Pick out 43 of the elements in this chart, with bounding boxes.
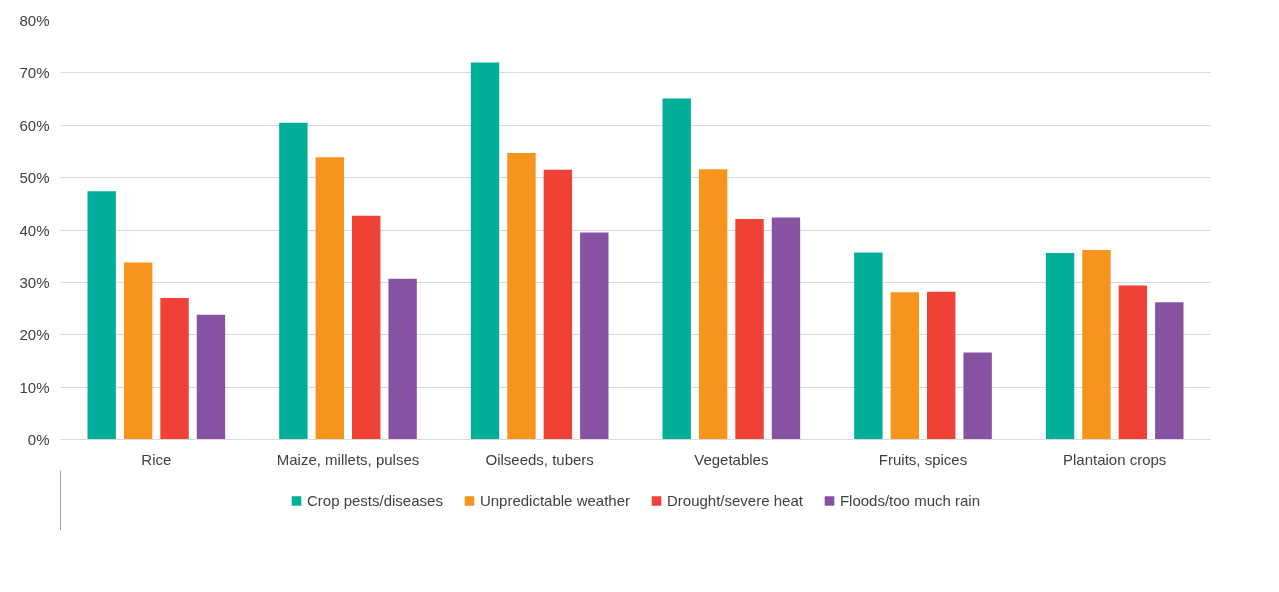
bar <box>662 98 691 440</box>
legend-label: Crop pests/diseases <box>307 491 443 509</box>
bar <box>160 298 189 440</box>
legend-label: Floods/too much rain <box>839 491 980 509</box>
x-tick-label: Fruits, spices <box>878 450 968 468</box>
bar <box>123 262 153 440</box>
bar <box>315 157 344 440</box>
y-tick-label: 50% <box>19 169 50 187</box>
y-tick-label: 60% <box>19 116 50 134</box>
bar <box>927 291 956 440</box>
bar <box>196 314 226 440</box>
bar <box>507 153 536 440</box>
bar <box>87 191 116 440</box>
y-tick-label: 70% <box>19 64 50 82</box>
bar <box>890 292 919 440</box>
bar <box>1118 285 1148 440</box>
bar <box>771 217 801 440</box>
bar <box>1155 302 1184 440</box>
x-tick-label: Plantaion crops <box>1062 450 1167 468</box>
y-tick-label: 20% <box>19 326 50 344</box>
y-tick-label: 40% <box>19 221 50 239</box>
y-tick-label: 10% <box>19 378 50 396</box>
bar <box>1082 249 1111 440</box>
y-tick-label: 0% <box>27 431 50 448</box>
legend-label: Drought/severe heat <box>667 491 803 509</box>
bar <box>1045 253 1075 440</box>
x-tick-label: Vegetables <box>694 450 769 468</box>
bar <box>470 62 500 440</box>
bar <box>543 169 573 440</box>
y-tick-label: 30% <box>19 273 50 291</box>
legend-label: Unpredictable weather <box>479 491 630 509</box>
bar <box>735 219 764 440</box>
bar <box>963 352 992 440</box>
y-tick-label: 80% <box>19 12 50 29</box>
bar <box>854 252 883 440</box>
bar <box>580 232 609 440</box>
x-tick-label: Rice <box>141 450 172 468</box>
x-tick-label: Maize, millets, pulses <box>276 450 420 468</box>
bar <box>698 169 728 440</box>
x-tick-label: Oilseeds, tubers <box>485 450 594 468</box>
bar <box>352 215 381 440</box>
bar <box>388 278 417 440</box>
bar <box>279 122 308 440</box>
